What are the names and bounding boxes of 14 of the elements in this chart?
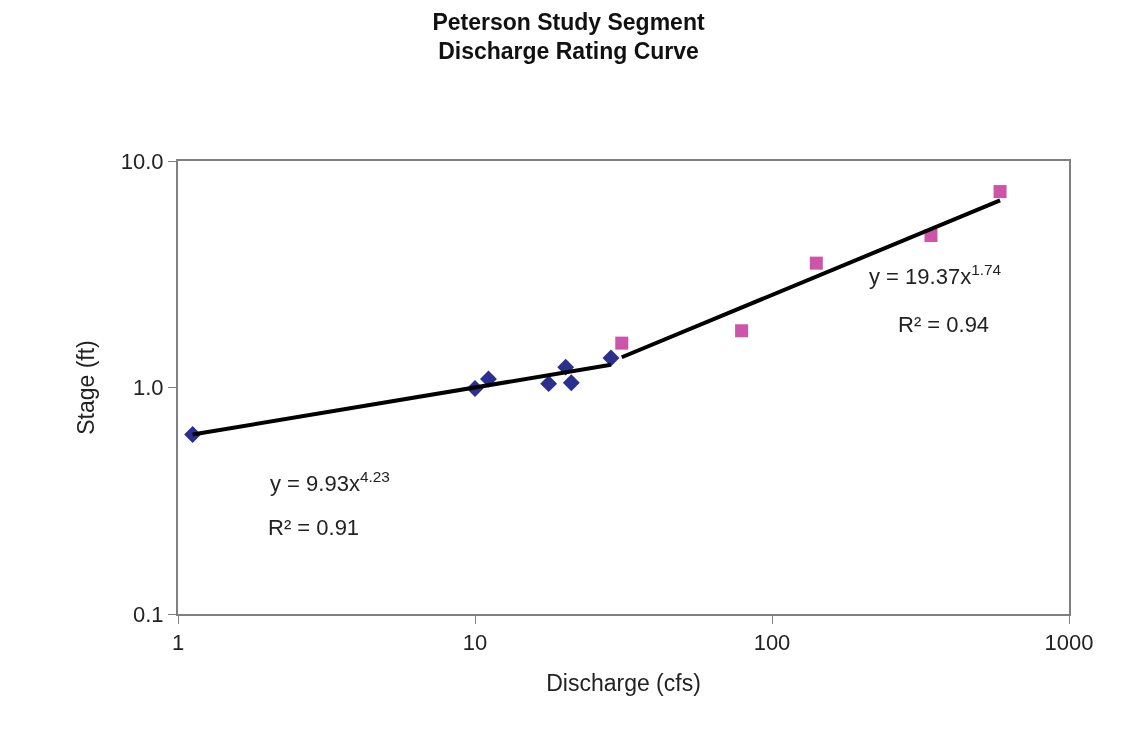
annotation: R² = 0.94 [898,312,990,337]
x-tick-label: 10 [462,630,488,656]
y-tick-label: 10.0 [120,148,164,174]
annotation: y = 19.37x$^{1.74}$ [869,261,1002,290]
annotation: R² = 0.91 [268,515,360,540]
y-tick-label: 1.0 [133,375,164,401]
chart-title: Peterson Study Segment Discharge Rating Curve [432,8,705,65]
y-axis-title: Stage (ft) [72,340,99,435]
y-tick-label: 0.1 [133,601,164,627]
x-tick-label: 1 [171,630,185,656]
annotation: y = 9.93x$^{4.23}$ [270,468,390,497]
x-tick-label: 100 [753,630,791,656]
x-tick-label: 1000 [1044,630,1094,656]
x-axis-title: Discharge (cfs) [546,669,701,696]
